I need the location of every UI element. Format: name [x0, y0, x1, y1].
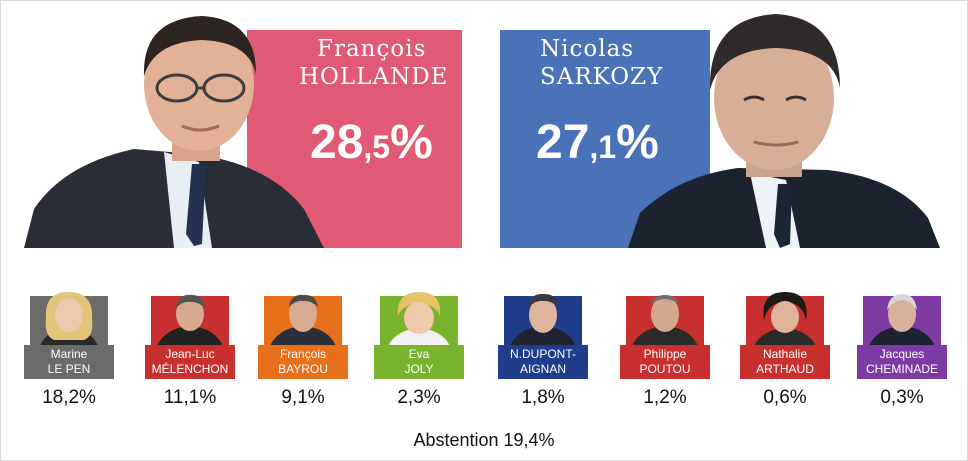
portrait-icon [754, 292, 816, 346]
portrait-icon [40, 292, 98, 346]
candidate-result: 18,2% [42, 387, 96, 408]
abstention-text: Abstention 19,4% [413, 430, 555, 450]
candidate-last-name: HOLLANDE [299, 64, 449, 90]
candidate-name-label: François BAYROU [258, 345, 348, 379]
candidate-last-name: JOLY [404, 362, 434, 376]
portrait-icon [632, 295, 698, 346]
candidate-last-name: SARKOZY [540, 64, 664, 90]
candidate-first-name: Nicolas [540, 36, 635, 62]
candidate-last-name: ARTHAUD [756, 362, 814, 376]
candidate-last-name: CHEMINADE [865, 362, 938, 376]
portrait-icon [157, 294, 223, 346]
candidate-last-name: BAYROU [278, 362, 328, 376]
candidate-result: 11,1% [163, 387, 217, 408]
candidate-last-name: AIGNAN [519, 362, 566, 376]
candidate-result: 2,3% [397, 387, 441, 408]
candidate-name-label: Eva JOLY [374, 345, 464, 379]
candidate-first-name: Marine [50, 347, 88, 361]
candidate-first-name: N.DUPONT- [510, 347, 576, 361]
candidate-result: 0,6% [763, 387, 807, 408]
candidate-first-name: Jean-Luc [165, 347, 215, 361]
candidate-first-name: Nathalie [762, 347, 808, 361]
candidate-result: 9,1% [281, 387, 325, 408]
portrait-icon [628, 14, 940, 248]
candidate-first-name: François [279, 347, 326, 361]
candidate-result: 1,8% [521, 387, 565, 408]
candidate-name-label: N.DUPONT- AIGNAN [498, 345, 588, 379]
candidate-first-name: François [317, 36, 427, 62]
portrait-icon [869, 294, 935, 346]
portrait-icon [270, 294, 336, 346]
candidate-last-name: LE PEN [47, 362, 91, 376]
candidate-percentage: 27,1% [536, 116, 659, 169]
candidate-name-label: Philippe POUTOU [620, 345, 710, 379]
portrait-icon [510, 293, 576, 346]
candidate-percentage: 28,5% [310, 116, 433, 169]
candidate-last-name: POUTOU [639, 362, 691, 376]
candidate-result: 0,3% [880, 387, 924, 408]
candidate-first-name: Philippe [643, 347, 687, 361]
candidate-first-name: Eva [408, 347, 430, 361]
candidate-last-name: MÉLENCHON [151, 362, 229, 376]
candidate-name-label: Nathalie ARTHAUD [740, 345, 830, 379]
portrait-icon [24, 16, 324, 248]
candidate-name-label: Jean-Luc MÉLENCHON [145, 345, 235, 379]
candidate-name-label: Marine LE PEN [24, 345, 114, 379]
candidate-first-name: Jacques [879, 347, 925, 361]
candidate-result: 1,2% [643, 387, 687, 408]
portrait-icon [388, 292, 450, 346]
candidate-name-label: Jacques CHEMINADE [857, 345, 947, 379]
